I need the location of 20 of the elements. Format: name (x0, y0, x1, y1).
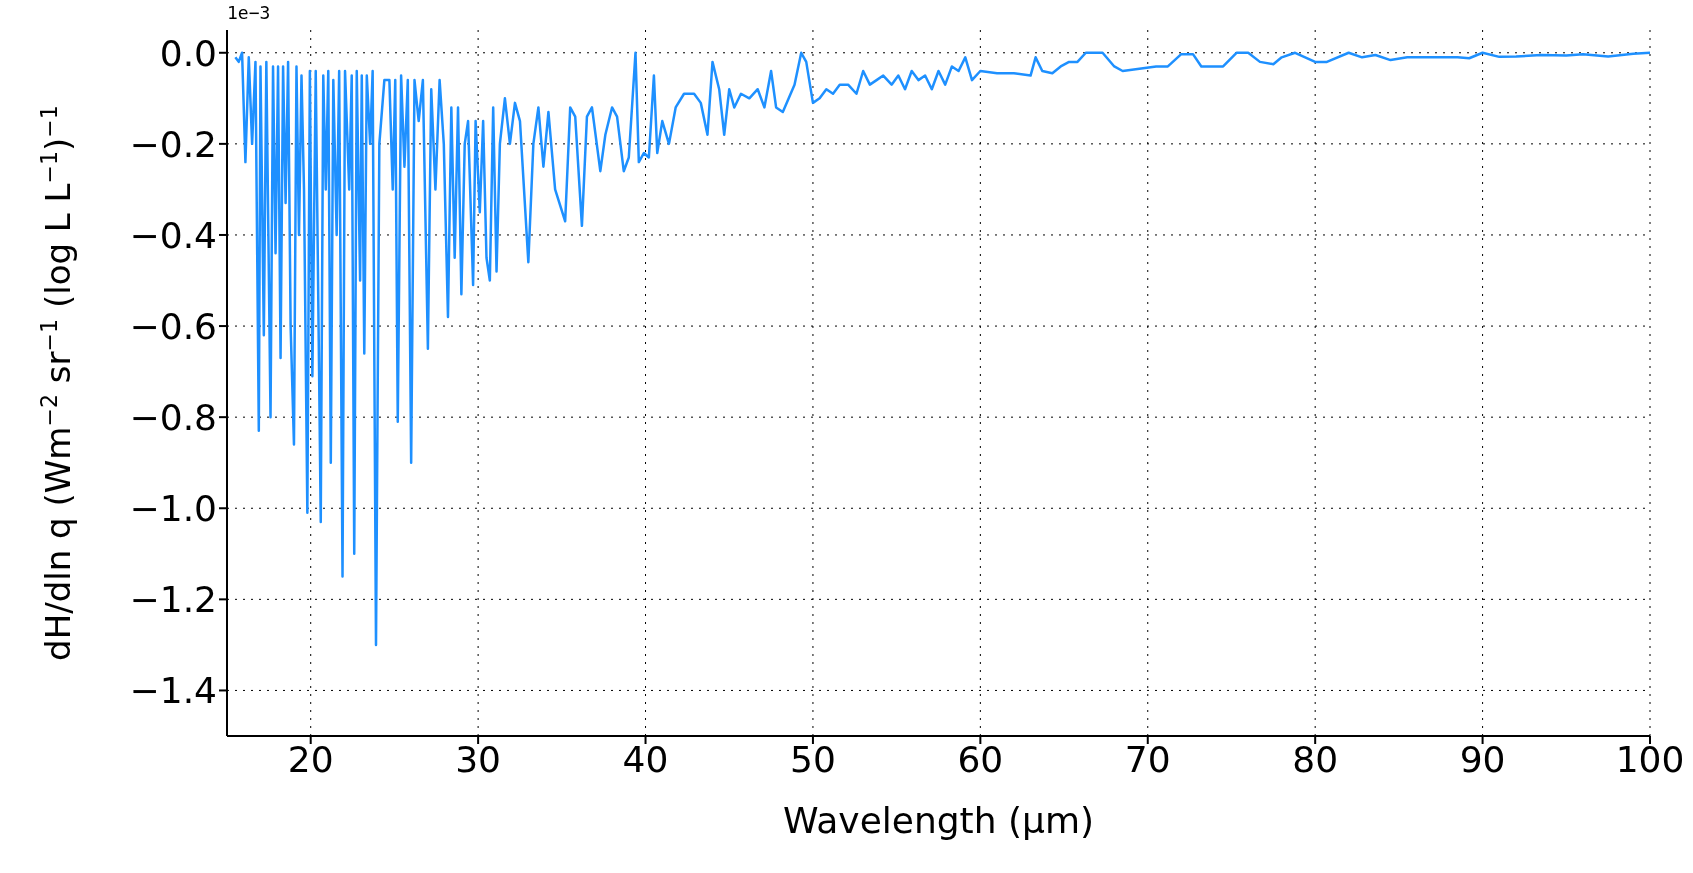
x-tick-label: 50 (790, 738, 836, 780)
x-tick-label: 30 (455, 738, 502, 780)
y-tick-label: −0.2 (129, 123, 217, 165)
x-tick-label: 100 (1615, 738, 1685, 780)
x-tick-label: 70 (1124, 738, 1171, 780)
x-tick-label: 20 (287, 738, 334, 780)
y-tick-label: −1.2 (129, 579, 217, 621)
y-tick-label: −1.4 (129, 670, 217, 712)
line-series (234, 51, 1650, 647)
y-tick-label: −0.6 (129, 305, 217, 347)
text: 1e−3 (227, 2, 271, 23)
y-tick-label: −0.4 (129, 214, 217, 256)
x-tick-label: 60 (957, 738, 1004, 780)
y-tick-label: −0.8 (129, 396, 217, 438)
x-tick-label: 80 (1292, 738, 1339, 780)
x-tick-label: 40 (622, 738, 669, 780)
y-tick-label: 0.0 (159, 32, 217, 74)
x-tick-label: 90 (1459, 738, 1506, 780)
x-axis-title: Wavelength (μm) (782, 800, 1095, 841)
y-tick-label: −1.0 (129, 488, 217, 530)
